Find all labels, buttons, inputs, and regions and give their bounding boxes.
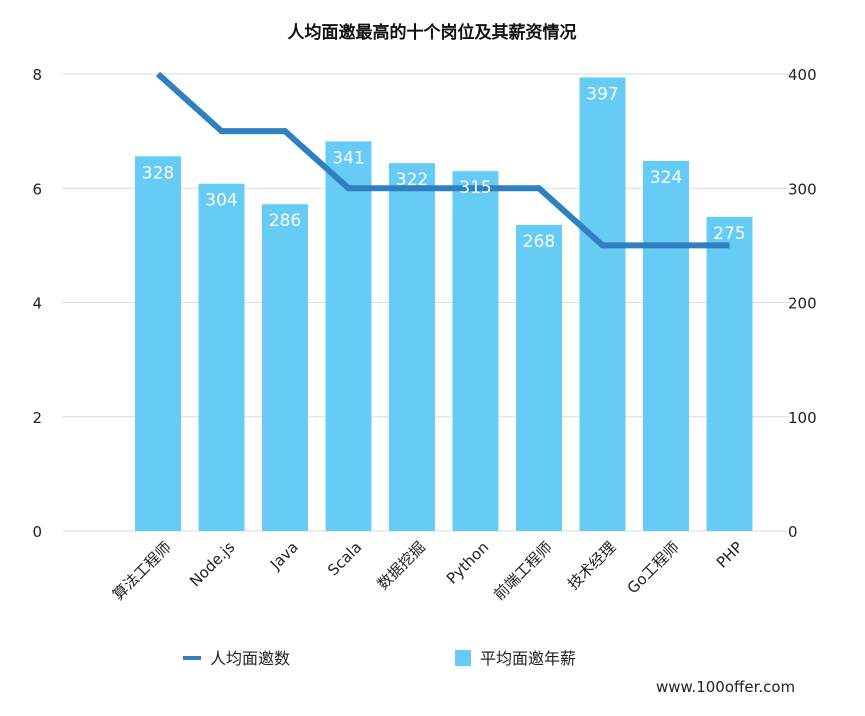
bar	[706, 216, 753, 531]
y-axis-left: 0 2 4 6 8	[32, 66, 42, 541]
legend-bar-swatch	[455, 650, 471, 666]
y-left-tick-label: 4	[32, 295, 42, 313]
bar	[135, 156, 181, 531]
y-right-tick-label: 100	[788, 409, 817, 427]
y-left-tick-label: 0	[32, 523, 42, 541]
bar	[389, 163, 435, 532]
y-right-tick-label: 300	[788, 180, 817, 198]
bar-series	[135, 77, 753, 532]
line-point	[411, 187, 413, 189]
y-right-tick-label: 200	[788, 295, 817, 313]
x-tick-label: Python	[443, 538, 492, 587]
x-tick-label: 技术经理	[564, 538, 619, 593]
x-tick-label: PHP	[713, 538, 746, 571]
bar-data-label: 268	[523, 232, 555, 252]
bar	[579, 77, 626, 532]
legend: 人均面邀数 平均面邀年薪	[183, 649, 576, 668]
bar-data-label: 275	[713, 224, 745, 244]
bar-data-label: 341	[332, 148, 364, 168]
site-credit: www.100offer.com	[656, 678, 795, 696]
legend-label-bar: 平均面邀年薪	[480, 649, 576, 668]
line-point	[157, 73, 159, 75]
y-left-tick-label: 8	[32, 66, 42, 84]
y-right-tick-label: 0	[788, 523, 798, 541]
x-tick-label: Java	[266, 538, 302, 574]
line-point	[284, 130, 286, 132]
bar-data-label: 322	[396, 170, 428, 190]
bar	[262, 204, 308, 531]
bar	[325, 141, 372, 531]
bar	[198, 183, 245, 531]
line-point	[221, 130, 222, 132]
x-tick-label: 算法工程师	[109, 538, 175, 604]
legend-label-line: 人均面邀数	[210, 649, 290, 668]
bar-data-label: 315	[459, 178, 491, 198]
line-point	[729, 244, 730, 246]
bar-data-label: 397	[586, 84, 618, 104]
line-point	[665, 244, 667, 246]
y-right-tick-label: 400	[788, 66, 817, 84]
line-point	[602, 244, 603, 246]
x-tick-label: Go工程师	[624, 538, 683, 597]
line-path	[155, 71, 730, 249]
line-series	[155, 71, 730, 249]
line-point	[538, 187, 540, 189]
bar-data-label: 286	[269, 211, 301, 231]
x-tick-label: 前端工程师	[490, 538, 556, 604]
x-tick-label: Node.js	[186, 538, 238, 590]
x-tick-label: 数据挖掘	[374, 538, 429, 593]
bar-data-label: 328	[142, 163, 174, 183]
bar	[452, 171, 499, 532]
y-left-tick-label: 6	[32, 180, 42, 198]
bar-data-label: 324	[650, 168, 682, 188]
x-tick-label: Scala	[324, 538, 365, 579]
line-point	[348, 187, 349, 189]
chart-title: 人均面邀最高的十个岗位及其薪资情况	[288, 22, 577, 43]
line-point	[475, 187, 476, 189]
bar-data-label: 304	[205, 191, 237, 211]
data-labels: 328 304 286 341 322 315 268 397 324 275	[142, 84, 746, 251]
y-axis-right: 0 100 200 300 400	[788, 66, 817, 541]
bar	[643, 160, 689, 531]
bar	[516, 224, 562, 531]
y-left-tick-label: 2	[32, 409, 42, 427]
